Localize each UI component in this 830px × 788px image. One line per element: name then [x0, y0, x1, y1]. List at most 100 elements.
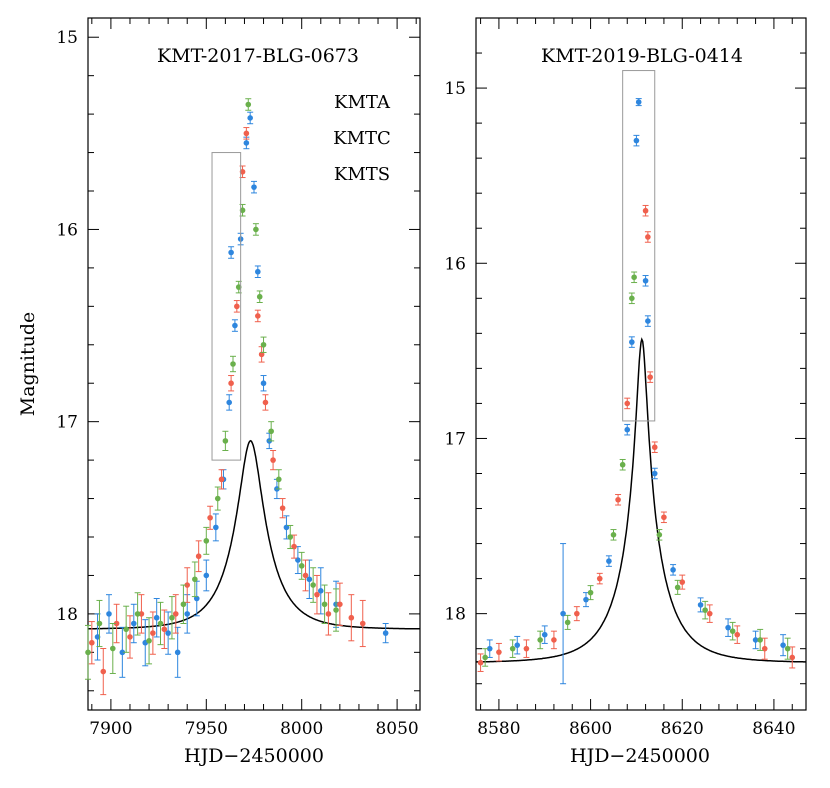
data-point-kmtc: [127, 634, 133, 640]
data-point-kmtc: [100, 668, 107, 675]
data-point-kmts: [321, 601, 328, 608]
data-point-kmta: [651, 470, 658, 477]
data-point-kmta: [583, 596, 589, 603]
data-points: [477, 98, 796, 685]
data-point-kmtc: [574, 610, 580, 617]
data-point-kmtc: [195, 553, 202, 560]
y-tick-label: 18: [444, 605, 466, 625]
plot-frame: [475, 17, 807, 711]
data-point-kmta: [633, 137, 640, 144]
data-point-kmta: [725, 624, 731, 631]
data-point-kmts: [96, 620, 103, 627]
y-tick-label: 17: [444, 429, 466, 449]
data-point-kmts: [180, 601, 187, 608]
data-point-kmts: [674, 584, 681, 591]
data-point-kmta: [243, 140, 250, 146]
data-point-kmta: [382, 630, 389, 636]
x-tick-label: 8600: [569, 719, 612, 739]
data-point-kmta: [306, 576, 313, 583]
data-point-kmtc: [642, 207, 649, 214]
data-point-kmta: [645, 318, 651, 324]
data-point-kmts: [702, 607, 708, 613]
data-point-kmtc: [496, 649, 502, 655]
data-point-kmta: [629, 339, 635, 345]
data-point-kmtc: [523, 645, 530, 652]
data-point-kmts: [757, 637, 763, 643]
data-point-kmtc: [270, 457, 276, 463]
model-line: [87, 439, 420, 630]
y-tick-label: 15: [444, 79, 466, 99]
data-point-kmtc: [734, 631, 741, 638]
data-point-kmts: [134, 611, 141, 617]
data-point-kmtc: [255, 313, 261, 319]
x-tick-label: 8000: [280, 719, 323, 739]
data-point-kmta: [541, 631, 548, 638]
legend-kmtc: KMTC: [333, 128, 391, 149]
data-point-kmts: [631, 274, 637, 281]
x-axis-label: HJD−2450000: [570, 745, 710, 767]
data-point-kmtc: [207, 514, 213, 521]
data-point-kmta: [317, 588, 324, 594]
data-point-kmts: [276, 476, 282, 483]
data-point-kmta: [283, 524, 290, 531]
data-point-kmta: [670, 567, 676, 573]
data-point-kmta: [130, 620, 137, 627]
data-point-kmtc: [359, 620, 366, 627]
data-point-kmtc: [551, 637, 557, 643]
data-points: [85, 98, 389, 696]
data-point-kmta: [255, 268, 261, 275]
data-point-kmtc: [172, 611, 179, 617]
data-point-kmta: [165, 630, 171, 636]
data-point-kmta: [486, 645, 493, 652]
data-point-kmta: [780, 642, 786, 648]
chart-title: KMT-2017-BLG-0673: [157, 45, 359, 67]
data-point-kmta: [153, 614, 160, 621]
data-point-kmts: [110, 645, 116, 652]
data-point-kmts: [333, 607, 339, 613]
x-tick-label: 7900: [89, 719, 132, 739]
data-point-kmtc: [302, 572, 309, 579]
data-point-kmtc: [262, 399, 269, 406]
data-point-kmts: [482, 654, 488, 661]
data-point-kmtc: [228, 380, 234, 387]
data-point-kmtc: [314, 591, 320, 598]
data-point-kmts: [784, 645, 791, 652]
model-line: [476, 337, 806, 663]
data-point-kmts: [245, 101, 252, 108]
data-point-kmts: [298, 563, 305, 569]
data-point-kmts: [169, 614, 175, 621]
data-point-kmtc: [477, 659, 484, 666]
data-point-kmtc: [325, 611, 332, 617]
data-point-kmta: [226, 399, 232, 406]
data-point-kmts: [203, 538, 210, 544]
data-point-kmtc: [150, 630, 156, 636]
plot-frame: [87, 17, 421, 711]
data-point-kmts: [239, 207, 246, 214]
highlight-box: [622, 70, 656, 422]
data-point-kmta: [174, 649, 181, 656]
data-point-kmta: [193, 595, 200, 602]
data-point-kmts: [214, 495, 221, 502]
data-point-kmta: [635, 99, 642, 105]
data-point-kmta: [94, 634, 101, 640]
data-point-kmtc: [234, 303, 240, 310]
data-point-kmts: [729, 628, 736, 634]
data-point-kmtc: [624, 400, 631, 407]
data-point-kmtc: [596, 575, 603, 582]
data-point-kmta: [642, 277, 649, 284]
x-tick-label: 8580: [477, 719, 520, 739]
axis-ticks: 8580 8600 8620 8640 15 16 17 18: [444, 17, 806, 739]
y-axis-label: Magnitude: [17, 312, 39, 417]
x-tick-label: 8640: [752, 719, 795, 739]
data-point-kmts: [629, 295, 635, 302]
model-curve: [87, 439, 420, 630]
data-point-kmts: [619, 461, 626, 468]
y-tick-label: 16: [444, 254, 466, 274]
data-point-kmtc: [706, 610, 713, 617]
data-point-kmta: [560, 610, 566, 617]
data-point-kmtc: [761, 645, 768, 652]
data-point-kmta: [606, 558, 612, 564]
data-point-kmts: [310, 582, 316, 588]
data-point-kmts: [268, 428, 274, 435]
chart-title: KMT-2019-BLG-0414: [541, 45, 743, 67]
